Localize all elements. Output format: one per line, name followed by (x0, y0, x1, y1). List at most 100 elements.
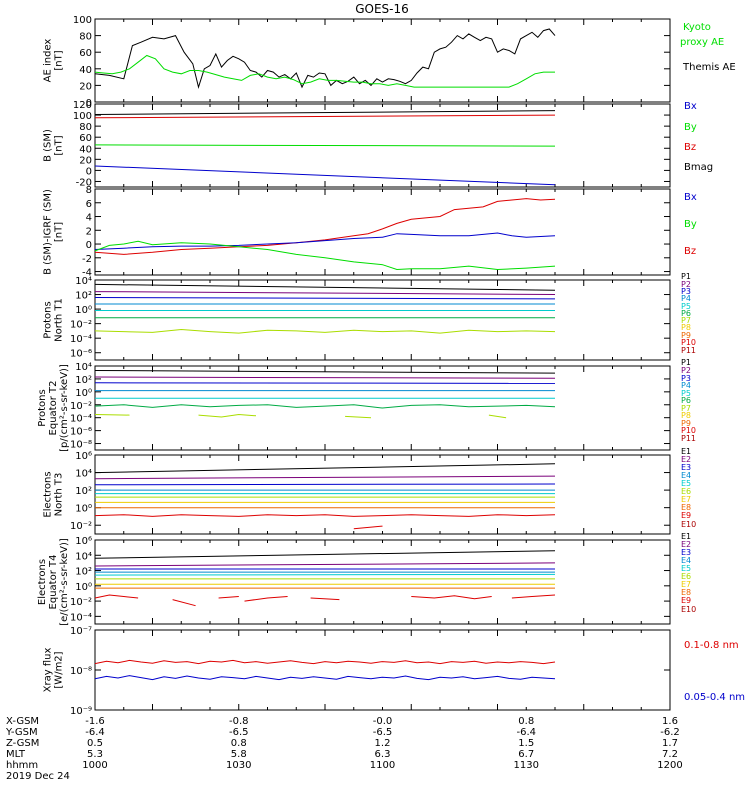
legend-label: P5 (681, 302, 691, 311)
y-axis-label: Protons (37, 389, 48, 426)
x-row-value: 1.2 (375, 738, 391, 749)
series-line (94, 514, 556, 517)
y-axis-label: [nT] (54, 222, 65, 242)
series-line (94, 54, 555, 88)
y-tick-label: 0 (86, 98, 92, 109)
y-tick-label: 10⁻² (70, 597, 92, 608)
x-row-value: 5.8 (231, 749, 247, 760)
legend-label: P4 (681, 294, 691, 303)
x-row-value: 1030 (226, 760, 251, 771)
y-tick-label: 10⁻⁴ (70, 612, 92, 623)
x-row-value: 1.7 (662, 738, 678, 749)
series-line (488, 414, 507, 419)
legend-label: E3 (681, 463, 691, 472)
series-line (94, 110, 556, 115)
x-row-label: hhmm (6, 760, 38, 771)
legend-label: E3 (681, 548, 691, 557)
series-line (94, 550, 556, 559)
x-row-value: -6.2 (660, 727, 680, 738)
y-tick-label: 10⁴ (75, 469, 92, 480)
x-row-value: 1000 (82, 760, 107, 771)
series-line (94, 291, 556, 295)
legend-label: P1 (681, 272, 691, 281)
y-tick-label: 60 (79, 48, 92, 59)
y-axis-label: B (SM)-IGRF (SM) (43, 189, 54, 275)
series-line (94, 594, 139, 599)
legend-label: P3 (681, 374, 691, 383)
x-row-label: Z-GSM (6, 738, 39, 749)
y-tick-label: 10⁰ (75, 388, 92, 399)
y-tick-label: 10⁻² (70, 401, 92, 412)
legend-label: Bz (684, 246, 696, 257)
legend-label: P9 (681, 331, 691, 340)
y-tick-label: 6 (86, 199, 92, 210)
legend-label: E7 (681, 495, 691, 504)
legend-label: E1 (681, 447, 691, 456)
y-tick-label: 10² (75, 375, 92, 386)
plot-title: GOES-16 (355, 2, 409, 16)
x-row-value: 6.3 (375, 749, 391, 760)
legend-label: Bx (684, 101, 697, 112)
series-line (94, 370, 556, 374)
y-tick-label: -4 (82, 268, 92, 279)
x-row-value: -0.8 (229, 716, 249, 727)
y-tick-label: 10⁻⁸ (70, 440, 92, 451)
series-line (94, 404, 556, 409)
legend-label: E4 (681, 471, 691, 480)
x-row-value: 1.6 (662, 716, 678, 727)
y-tick-label: 10⁴ (75, 276, 92, 287)
legend-label: P8 (681, 323, 691, 332)
y-tick-label: 10⁻⁴ (70, 334, 92, 345)
x-row-value: -6.4 (516, 727, 536, 738)
x-row-label: Y-GSM (5, 727, 38, 738)
y-tick-label: 10⁻⁷ (70, 626, 92, 637)
y-tick-label: -2 (82, 254, 92, 265)
y-tick-label: 10² (75, 291, 92, 302)
x-row-value: 5.3 (87, 749, 103, 760)
x-row-value: 1130 (514, 760, 539, 771)
series-line (94, 562, 556, 567)
series-line (198, 413, 257, 418)
series-line (353, 525, 383, 530)
series-line (411, 595, 492, 600)
y-axis-label: [p/(cm²-s-sr-keV)] (59, 364, 70, 452)
y-axis-label: B (SM) (43, 129, 54, 162)
legend-label: Kyoto (683, 22, 711, 33)
series-line (244, 596, 288, 602)
y-tick-label: 10⁰ (75, 504, 92, 515)
y-tick-label: -20 (76, 177, 92, 188)
series-line (94, 232, 556, 250)
x-axis-date: 2019 Dec 24 (6, 771, 70, 782)
legend-label: P11 (681, 346, 696, 355)
y-tick-label: 10⁻⁸ (70, 666, 92, 677)
series-line (94, 475, 556, 480)
legend-label: P6 (681, 396, 691, 405)
x-row-value: -6.5 (373, 727, 393, 738)
series-line (511, 594, 556, 599)
series-line (94, 165, 556, 186)
y-axis-label: [W/m2] (54, 651, 65, 688)
x-axis-labels: X-GSM -1.6 -0.8 -0.0 0.8 1.6 Y-GSM -6.4 -6.5 -6.5… (5, 716, 683, 782)
x-row-value: 1100 (370, 760, 395, 771)
panel-frame (94, 539, 671, 625)
x-row-value: 0.5 (87, 738, 103, 749)
series-line (94, 414, 130, 416)
legend-label: E2 (681, 455, 691, 464)
y-tick-label: 8 (86, 185, 92, 196)
legend-label: E8 (681, 503, 691, 512)
series-line (94, 114, 556, 119)
y-tick-label: 0 (86, 240, 92, 251)
legend-label: P3 (681, 287, 691, 296)
x-row-value: -0.0 (373, 716, 393, 727)
x-row-value: 1200 (657, 760, 682, 771)
legend-label: P2 (681, 280, 691, 289)
legend-label: Bx (684, 192, 697, 203)
legend-label: P4 (681, 381, 691, 390)
legend-label: E7 (681, 580, 691, 589)
y-axis-label: Equator T2 (48, 381, 59, 436)
series-line (94, 382, 556, 384)
y-tick-label: 40 (79, 144, 92, 155)
legend-label: E5 (681, 479, 691, 488)
